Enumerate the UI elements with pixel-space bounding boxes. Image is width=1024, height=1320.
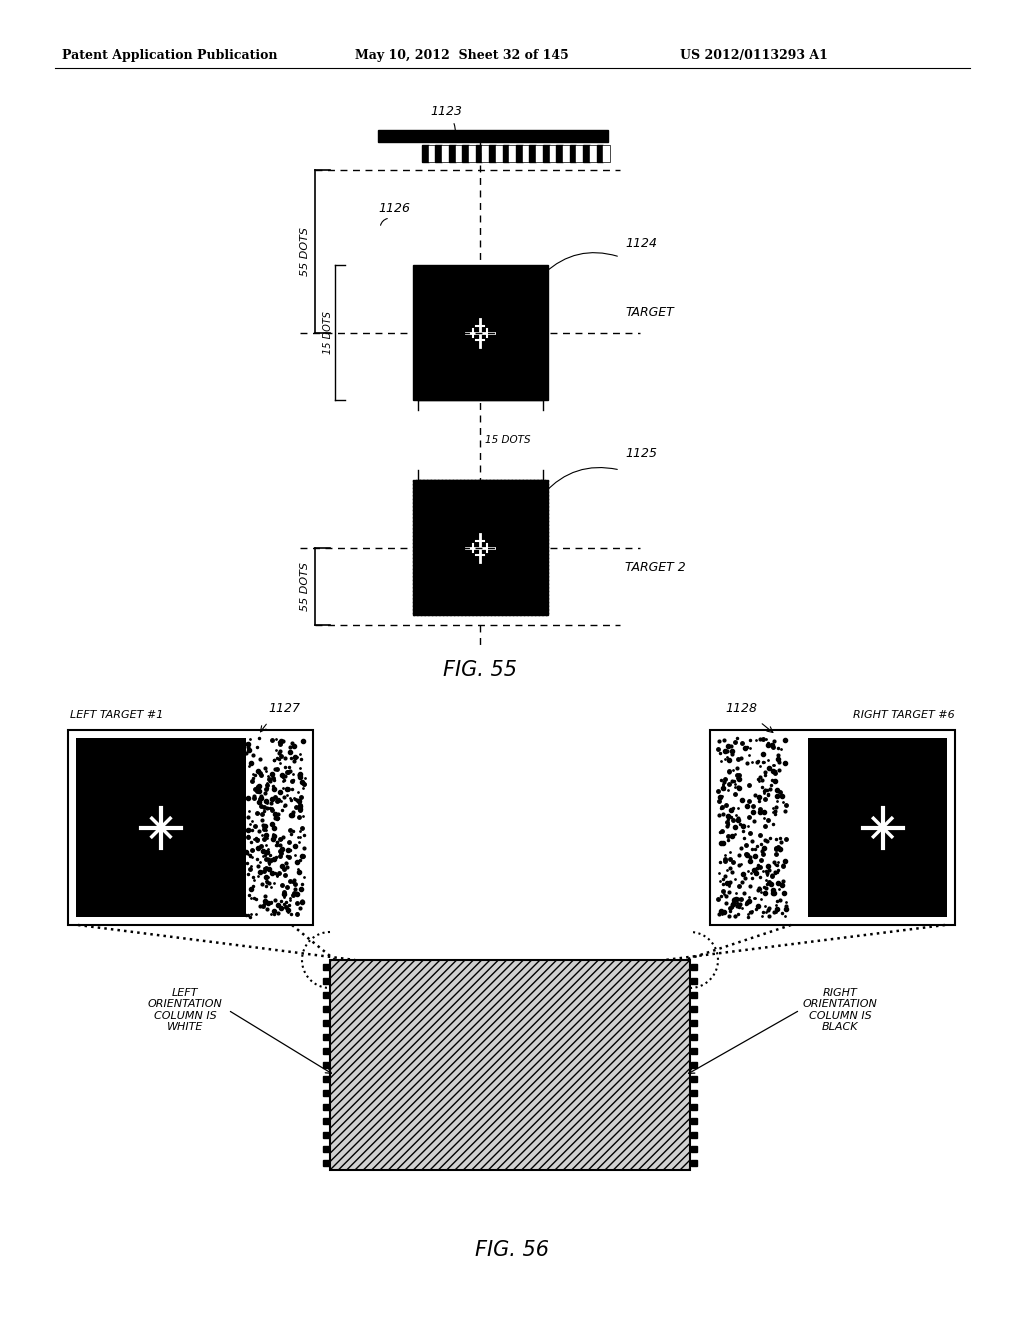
Bar xyxy=(422,145,610,162)
Text: US 2012/0113293 A1: US 2012/0113293 A1 xyxy=(680,49,827,62)
Bar xyxy=(603,145,610,162)
Bar xyxy=(482,145,489,162)
Text: 1128: 1128 xyxy=(725,702,757,715)
Text: RIGHT
ORIENTATION
COLUMN IS
BLACK: RIGHT ORIENTATION COLUMN IS BLACK xyxy=(803,987,878,1032)
Bar xyxy=(503,145,509,162)
Bar xyxy=(76,738,246,917)
Bar xyxy=(516,145,522,162)
Text: 1125: 1125 xyxy=(625,447,657,459)
Bar xyxy=(529,145,537,162)
Bar xyxy=(543,145,550,162)
Text: TARGET: TARGET xyxy=(625,306,674,319)
Bar xyxy=(522,145,529,162)
Text: 15 DOTS: 15 DOTS xyxy=(323,312,333,354)
Bar xyxy=(537,145,543,162)
Text: 15 DOTS: 15 DOTS xyxy=(485,436,530,445)
Text: FIG. 56: FIG. 56 xyxy=(475,1239,549,1261)
Text: 55 DOTS: 55 DOTS xyxy=(300,562,310,611)
Text: 1123: 1123 xyxy=(430,106,462,117)
Bar xyxy=(597,145,603,162)
Bar xyxy=(563,145,569,162)
Bar xyxy=(435,145,442,162)
Bar xyxy=(710,730,955,925)
Bar xyxy=(413,480,548,615)
Bar xyxy=(413,265,548,400)
Bar xyxy=(462,145,469,162)
Text: 55 DOTS: 55 DOTS xyxy=(300,227,310,276)
Text: TARGET 2: TARGET 2 xyxy=(625,561,686,574)
Text: LEFT TARGET #1: LEFT TARGET #1 xyxy=(70,710,164,719)
Text: RIGHT TARGET #6: RIGHT TARGET #6 xyxy=(853,710,955,719)
Text: 1126: 1126 xyxy=(378,202,410,215)
Bar xyxy=(569,145,577,162)
Bar xyxy=(786,738,808,917)
Text: 1124: 1124 xyxy=(625,238,657,249)
Bar xyxy=(476,145,482,162)
Text: LEFT
ORIENTATION
COLUMN IS
WHITE: LEFT ORIENTATION COLUMN IS WHITE xyxy=(147,987,222,1032)
Bar xyxy=(422,145,429,162)
Text: May 10, 2012  Sheet 32 of 145: May 10, 2012 Sheet 32 of 145 xyxy=(355,49,568,62)
Bar xyxy=(496,145,503,162)
Bar xyxy=(556,145,563,162)
Bar xyxy=(550,145,556,162)
Bar xyxy=(68,730,313,925)
Bar xyxy=(413,480,548,615)
Bar xyxy=(449,145,456,162)
Bar xyxy=(577,145,583,162)
Bar xyxy=(378,129,608,143)
Bar xyxy=(489,145,496,162)
Bar xyxy=(509,145,516,162)
Bar xyxy=(456,145,462,162)
Bar xyxy=(469,145,476,162)
Bar xyxy=(786,738,947,917)
Bar xyxy=(583,145,590,162)
Text: FIG. 55: FIG. 55 xyxy=(443,660,517,680)
Bar xyxy=(590,145,597,162)
Bar xyxy=(442,145,449,162)
Bar xyxy=(429,145,435,162)
Bar xyxy=(330,960,690,1170)
Text: Patent Application Publication: Patent Application Publication xyxy=(62,49,278,62)
Text: 1127: 1127 xyxy=(268,702,300,715)
